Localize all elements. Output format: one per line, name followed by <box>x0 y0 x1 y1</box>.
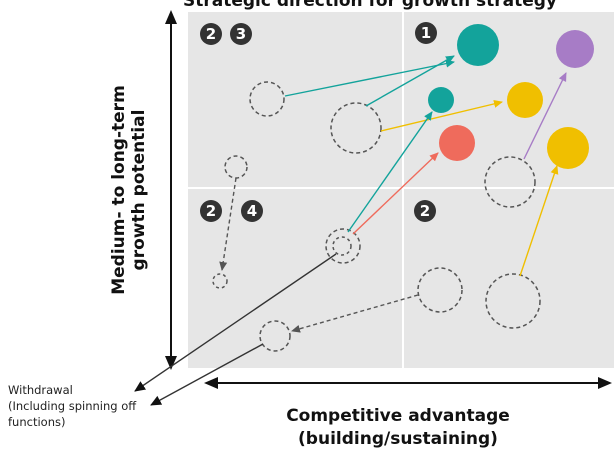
current-business-circle-5-outer <box>325 228 361 264</box>
arrow-coral <box>352 152 439 235</box>
x-axis-title-line2: (building/sustaining) <box>298 429 498 449</box>
svg-text:2: 2 <box>206 202 216 220</box>
svg-text:2: 2 <box>420 202 430 220</box>
badge-top-right: 1 <box>415 22 437 44</box>
target-circle-gold-right <box>547 127 589 169</box>
withdrawal-label-line2: (Including spinning off <box>8 399 137 413</box>
svg-text:3: 3 <box>236 25 246 43</box>
arrow-teal-to-large-teal <box>284 59 455 97</box>
quadrant-area <box>188 12 614 368</box>
arrow-withdrawal-2 <box>150 343 264 406</box>
arrow-teal-2 <box>365 55 455 107</box>
svg-text:1: 1 <box>421 24 431 42</box>
arrow-gold-to-mid-gold <box>380 99 503 132</box>
current-business-circle-5-inner <box>332 236 352 256</box>
svg-text:4: 4 <box>247 202 257 220</box>
cut-off-top-title: Strategic direction for growth strategy <box>183 0 557 11</box>
y-axis-title: Medium- to long-term growth potential <box>109 85 149 295</box>
target-circle-teal-small <box>428 87 454 113</box>
arrow-withdrawal-1 <box>134 253 337 392</box>
badge-mid-left-a: 2 <box>200 200 222 222</box>
arrow-gold-to-right-gold <box>519 165 559 277</box>
current-business-circle-9 <box>259 320 291 352</box>
arrow-teal-to-small-teal <box>347 111 433 233</box>
x-axis-arrow-right <box>598 377 612 389</box>
arrow-dashed-down <box>219 177 237 271</box>
current-business-circle-8 <box>485 273 541 329</box>
target-circle-coral <box>439 125 475 161</box>
y-axis-title-line2: growth potential <box>129 110 149 271</box>
y-axis-title-line1: Medium- to long-term <box>109 85 129 295</box>
x-axis-arrow-left <box>204 377 218 389</box>
current-business-circle-4 <box>212 273 228 289</box>
y-axis-arrow-top <box>165 10 177 24</box>
arrow-purple <box>523 72 567 160</box>
current-business-circle-6 <box>484 156 536 208</box>
withdrawal-label-line1: Withdrawal <box>8 383 73 397</box>
withdrawal-label-line3: functions) <box>8 415 65 429</box>
x-axis-title-line1: Competitive advantage <box>286 406 510 426</box>
arrow-dashed-left <box>291 294 419 333</box>
target-circle-purple <box>556 30 594 68</box>
current-business-circle-7 <box>417 267 463 313</box>
badge-top-left-a: 2 <box>200 23 222 45</box>
badge-top-left-b: 3 <box>230 23 252 45</box>
y-axis-arrow-bottom <box>165 356 177 370</box>
current-business-circle-1 <box>249 81 285 117</box>
target-circle-teal-large <box>457 24 499 66</box>
badge-mid-left-b: 4 <box>241 200 263 222</box>
current-business-circle-2 <box>330 102 382 154</box>
svg-text:2: 2 <box>206 25 216 43</box>
target-circle-gold-mid <box>507 82 543 118</box>
badge-mid-right: 2 <box>414 200 436 222</box>
